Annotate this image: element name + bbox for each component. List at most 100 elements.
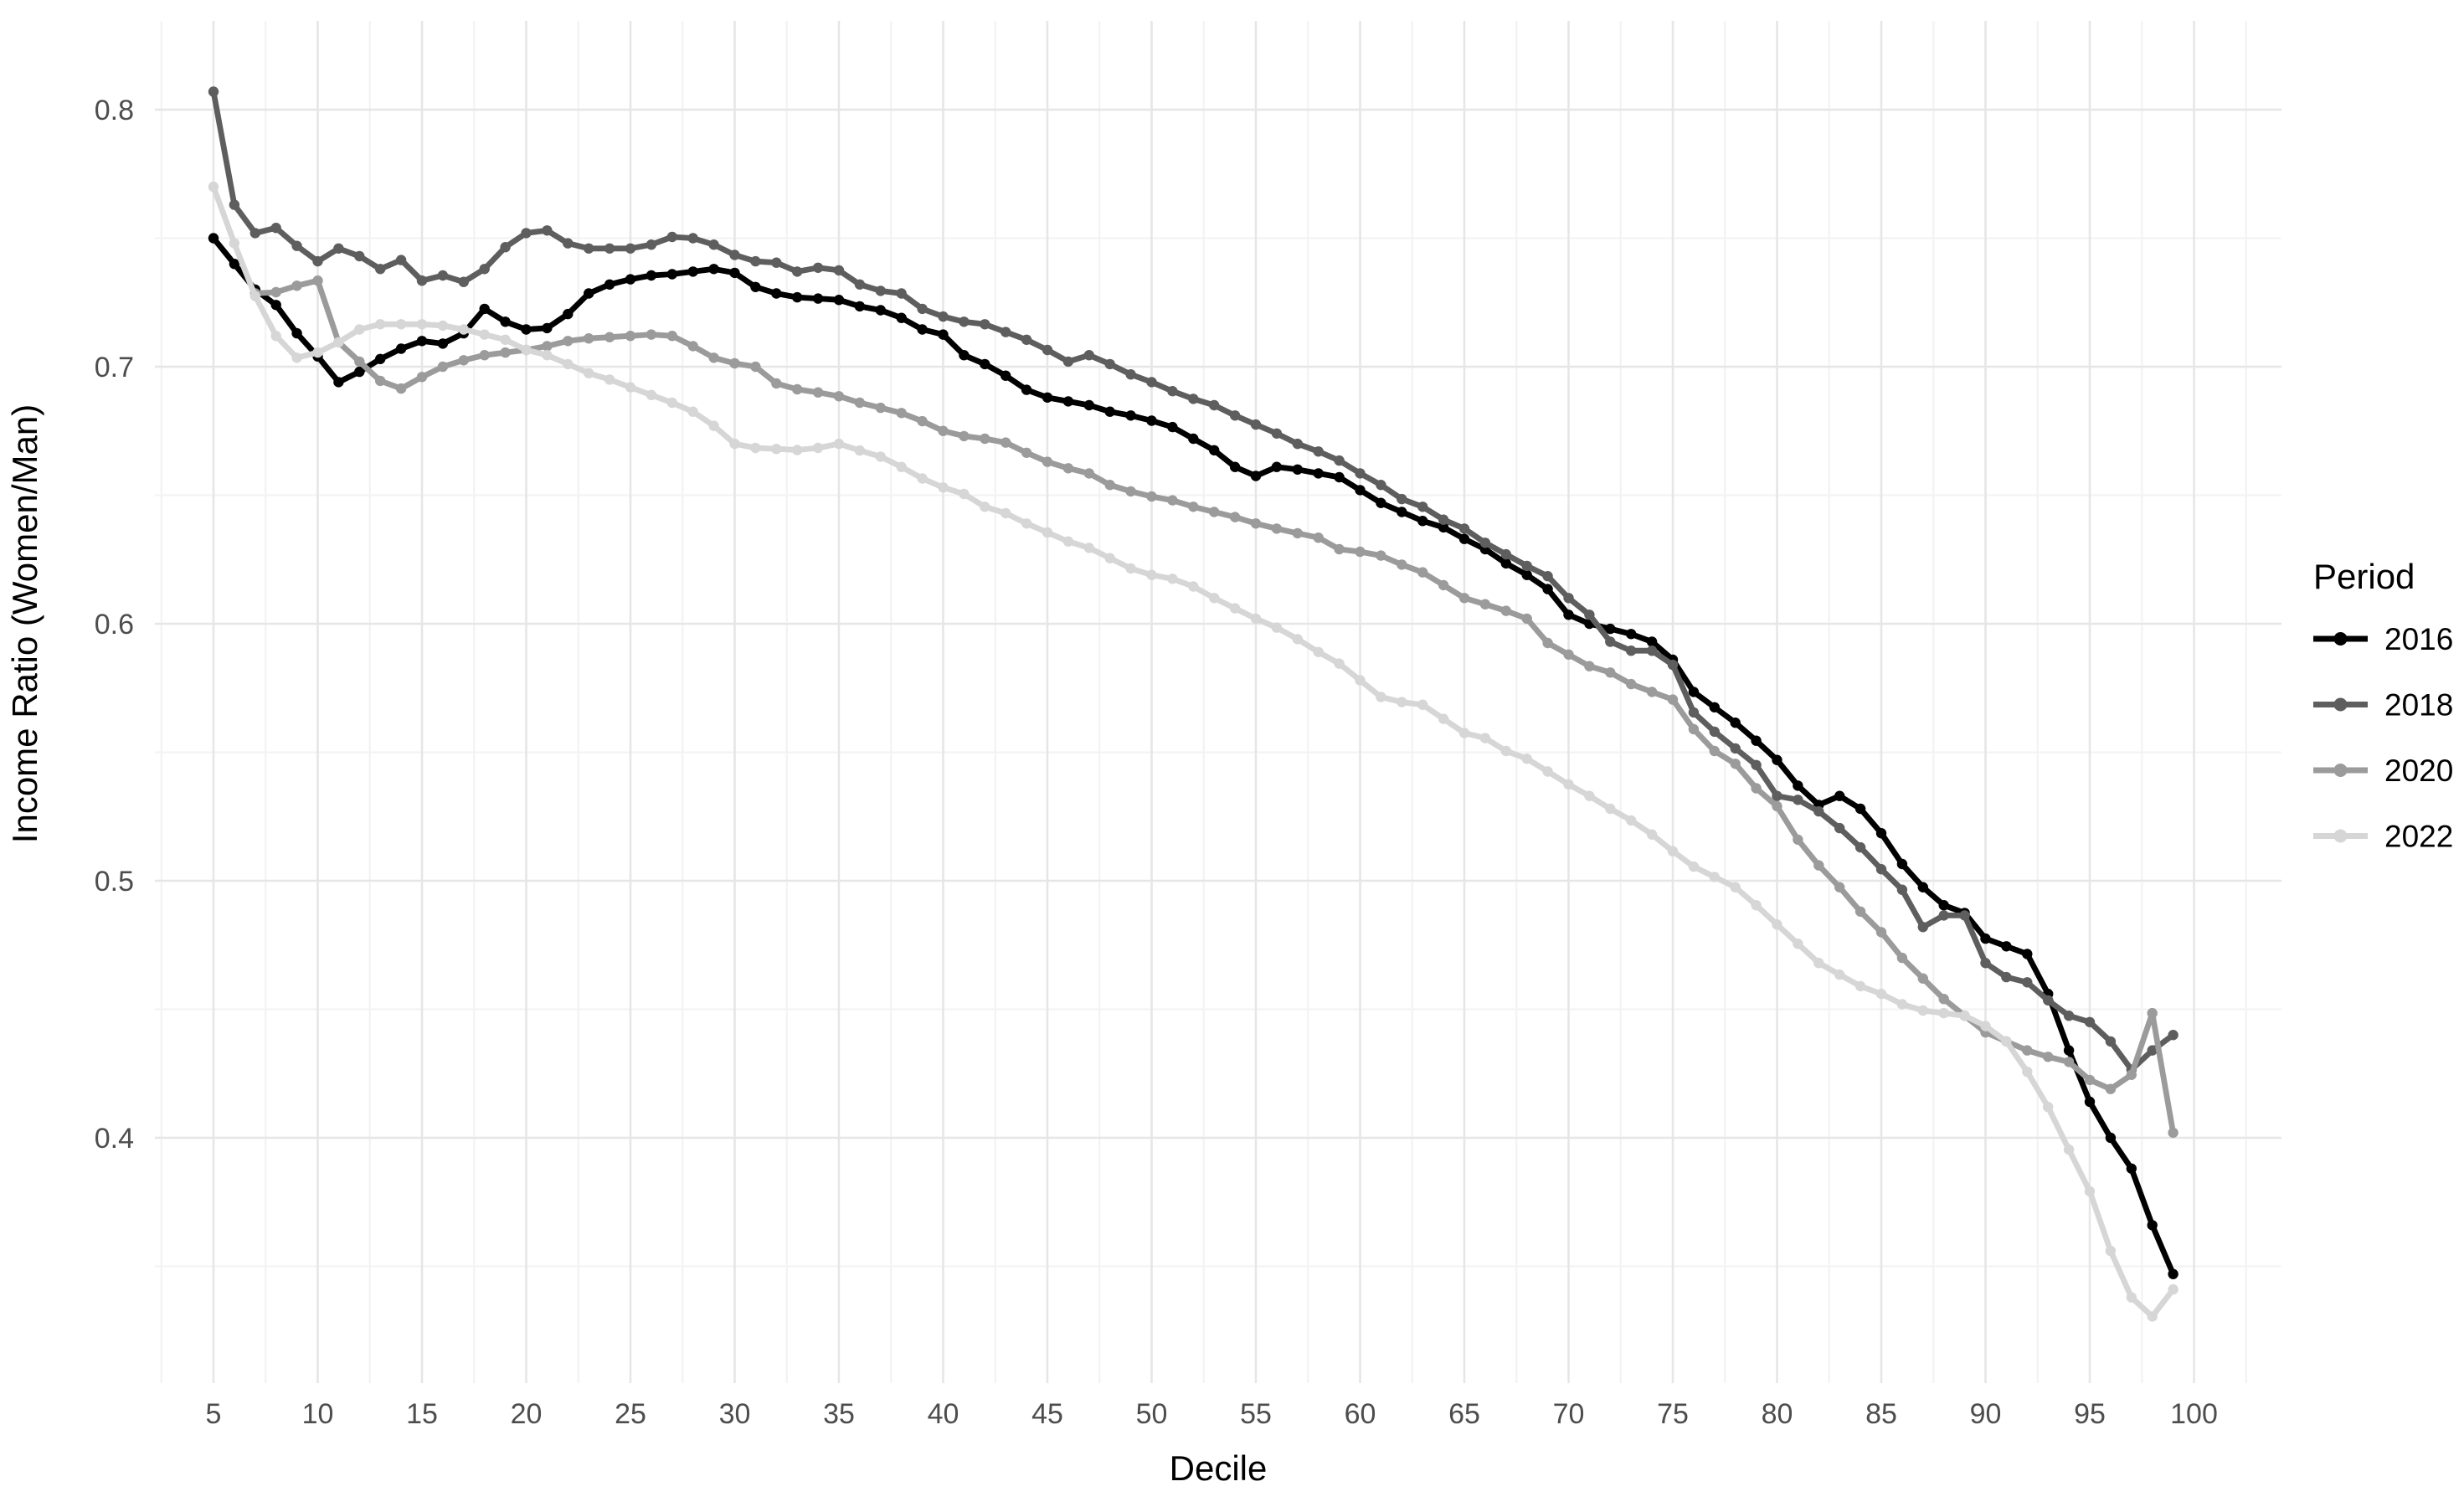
data-point-2020 [1813,860,1824,871]
data-point-2018 [1772,790,1782,801]
data-point-2018 [625,243,636,254]
data-point-2016 [229,259,240,270]
data-point-2022 [2022,1066,2033,1078]
data-point-2018 [1542,571,1553,582]
data-point-2018 [395,255,407,265]
data-point-2022 [1521,754,1532,764]
data-point-2016 [1125,410,1136,421]
data-point-2022 [708,420,719,431]
data-point-2020 [479,350,490,361]
data-point-2022 [1417,699,1428,710]
data-point-2022 [771,444,782,455]
data-point-2018 [1500,548,1512,560]
data-point-2016 [208,233,219,244]
data-point-2018 [604,243,615,254]
data-point-2020 [1021,447,1032,458]
data-point-2018 [1688,707,1700,718]
data-point-2022 [1563,779,1574,790]
data-point-2018 [1875,864,1887,875]
data-point-2022 [1938,1007,1949,1019]
data-point-2018 [1292,438,1304,450]
data-point-2022 [1250,613,1262,625]
data-point-2020 [687,341,698,352]
grid-major [155,21,2281,1383]
data-point-2022 [1854,980,1866,992]
data-point-2016 [1854,803,1866,815]
data-point-2016 [375,353,386,364]
data-point-2020 [1542,637,1553,649]
data-point-2016 [1313,468,1324,479]
data-point-2020 [708,352,719,363]
data-point-2020 [2084,1074,2096,1086]
data-point-2020 [1188,502,1199,512]
data-point-2016 [1626,629,1637,640]
data-point-2018 [2147,1045,2158,1056]
data-point-2016 [1083,399,1095,411]
data-point-2022 [833,438,845,450]
data-point-2016 [416,336,428,347]
data-point-2018 [1917,922,1928,933]
data-point-2022 [1438,713,1449,724]
data-point-2022 [646,389,657,400]
data-point-2016 [1188,433,1199,445]
data-point-2022 [1083,543,1095,553]
data-point-2018 [1896,884,1908,895]
data-point-2020 [875,402,887,414]
data-point-2016 [270,300,281,311]
data-point-2020 [1229,512,1241,522]
data-point-2018 [1417,502,1428,512]
data-point-2020 [896,408,907,419]
data-point-2020 [1146,491,1157,502]
data-point-2016 [395,343,407,354]
data-point-2022 [270,331,281,342]
data-point-2022 [2001,1036,2012,1047]
x-tick-label: 90 [1970,1398,2002,1430]
data-point-2022 [1334,658,1345,669]
data-point-2022 [1730,882,1741,892]
data-point-2018 [2043,995,2054,1006]
data-point-2020 [750,361,761,373]
y-tick-label: 0.5 [95,866,134,898]
data-point-2022 [1667,846,1679,856]
data-point-2016 [1605,623,1616,635]
data-point-2016 [1167,421,1178,433]
data-point-2016 [354,366,365,378]
data-point-2016 [792,291,803,303]
data-point-2018 [666,231,677,243]
data-point-2022 [1959,1011,1970,1021]
data-point-2020 [1397,559,1407,570]
data-point-2018 [354,250,365,262]
data-point-2018 [249,228,260,239]
data-point-2022 [980,502,990,512]
data-point-2022 [792,445,803,455]
x-tick-label: 60 [1345,1398,1376,1430]
data-point-2018 [1188,394,1199,404]
data-point-2018 [1730,743,1741,754]
data-point-2018 [1626,646,1637,656]
data-point-2016 [2126,1163,2137,1175]
data-point-2020 [395,383,407,394]
data-point-2016 [980,358,990,370]
x-tick-label: 75 [1657,1398,1689,1430]
data-point-2016 [1417,516,1428,527]
data-point-2016 [646,270,657,281]
data-point-2022 [2126,1292,2137,1303]
data-point-2016 [1542,584,1553,594]
data-point-2016 [1062,396,1074,407]
data-point-2018 [854,279,866,290]
data-point-2022 [312,347,323,358]
y-tick-label: 0.6 [95,609,134,640]
data-point-2022 [729,438,740,450]
data-point-2018 [291,240,302,251]
data-point-2022 [249,291,260,301]
data-point-2020 [1917,973,1928,984]
data-point-2016 [812,293,824,304]
data-point-2022 [1751,900,1762,911]
data-point-2020 [666,331,677,342]
data-point-2018 [1397,493,1407,505]
y-tick-label: 0.7 [95,352,134,383]
data-point-2020 [1083,468,1095,479]
data-point-2020 [2022,1045,2033,1056]
data-point-2018 [1209,399,1220,411]
